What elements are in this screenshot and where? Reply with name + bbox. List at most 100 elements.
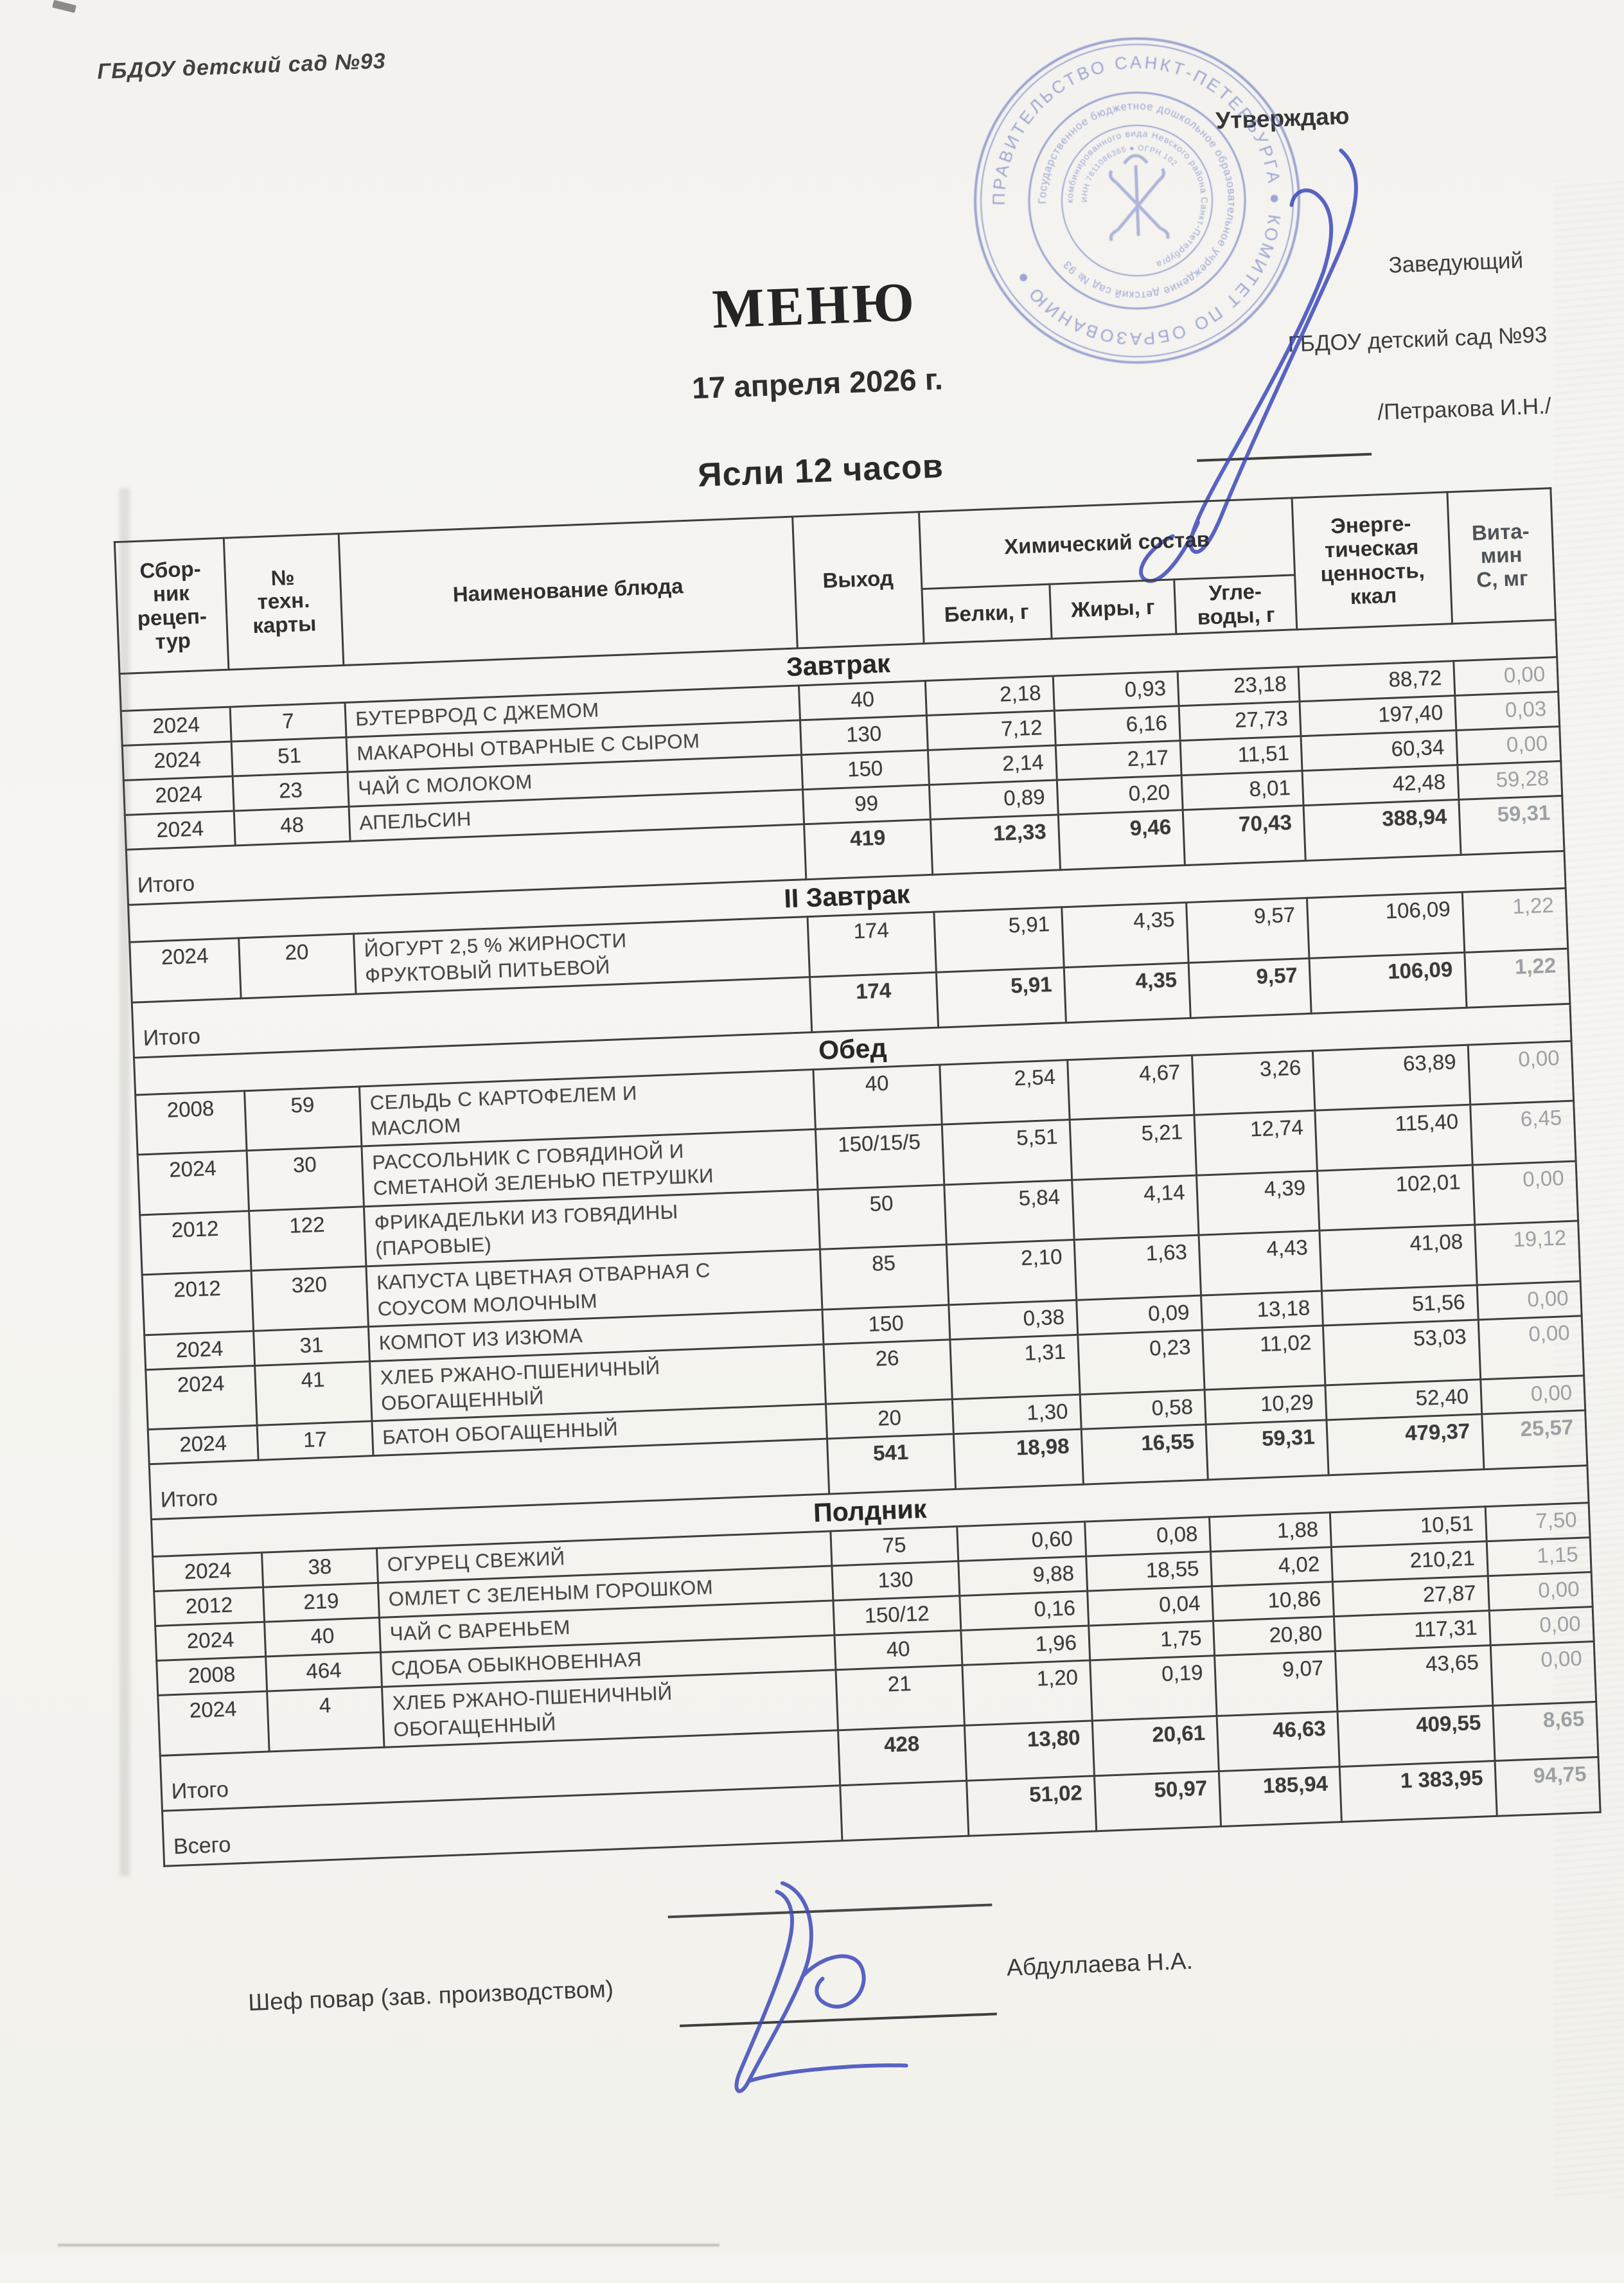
cell-kcal: 42,48 <box>1302 765 1459 806</box>
cell-carbs: 70,43 <box>1183 805 1306 866</box>
cell-fat: 9,46 <box>1058 810 1185 870</box>
cell-protein: 7,12 <box>926 710 1056 751</box>
cell-tech-card: 464 <box>265 1652 382 1692</box>
cell-recipe-book: 2024 <box>155 1622 266 1661</box>
cell-fat: 2,17 <box>1055 740 1182 780</box>
cell-tech-card: 7 <box>230 702 346 742</box>
cell-tech-card: 31 <box>253 1326 370 1366</box>
cell-fat: 0,58 <box>1079 1390 1206 1430</box>
cell-protein: 0,16 <box>959 1591 1089 1631</box>
cell-fat: 4,14 <box>1072 1175 1199 1240</box>
header-tech-card: № техн. карты <box>224 533 344 670</box>
cell-protein: 2,14 <box>928 745 1057 785</box>
cell-tech-card: 48 <box>234 806 351 846</box>
cell-recipe-book: 2008 <box>135 1090 247 1155</box>
cell-kcal: 106,09 <box>1309 952 1467 1013</box>
cell-tech-card: 4 <box>267 1687 384 1752</box>
cell-tech-card: 41 <box>254 1361 372 1426</box>
cell-output: 130 <box>800 715 928 755</box>
cell-carbs: 12,74 <box>1194 1110 1318 1175</box>
cell-protein: 0,38 <box>948 1300 1078 1340</box>
director-signature-icon <box>1139 148 1358 583</box>
official-stamp-icon: ПРАВИТЕЛЬСТВО САНКТ-ПЕТЕРБУРГА ● КОМИТЕТ… <box>974 37 1301 364</box>
cell-kcal: 88,72 <box>1298 661 1455 702</box>
cell-protein: 5,51 <box>941 1119 1072 1185</box>
cell-fat: 50,97 <box>1094 1771 1221 1831</box>
cell-carbs: 9,57 <box>1186 898 1310 963</box>
cell-protein: 12,33 <box>930 814 1061 875</box>
cell-carbs: 4,02 <box>1210 1547 1333 1587</box>
cell-recipe-book: 2024 <box>145 1365 258 1430</box>
cell-carbs: 27,73 <box>1179 701 1302 741</box>
cell-output: 20 <box>825 1399 954 1439</box>
header-vitamin-c: Вита- мин С, мг <box>1447 488 1556 624</box>
cell-tech-card: 320 <box>251 1266 369 1331</box>
cell-kcal: 210,21 <box>1331 1541 1488 1583</box>
cell-output: 85 <box>820 1245 949 1310</box>
cell-tech-card: 20 <box>238 934 356 999</box>
cell-output: 428 <box>838 1725 967 1786</box>
cell-recipe-book: 2024 <box>123 776 234 815</box>
cell-carbs: 10,29 <box>1205 1385 1327 1425</box>
cell-kcal: 41,08 <box>1320 1225 1478 1291</box>
cell-vitamin-c: 0,00 <box>1456 726 1561 765</box>
cell-kcal: 106,09 <box>1307 892 1465 958</box>
cell-output: 130 <box>831 1561 960 1601</box>
cell-carbs: 9,57 <box>1188 957 1312 1018</box>
header-dish-name: Наименование блюда <box>339 517 798 666</box>
cell-vitamin-c: 59,31 <box>1458 795 1564 855</box>
cell-fat: 1,75 <box>1088 1621 1215 1661</box>
cell-tech-card: 38 <box>261 1548 378 1588</box>
cell-tech-card: 40 <box>264 1617 381 1657</box>
cell-output: 419 <box>804 819 933 880</box>
cell-fat: 6,16 <box>1054 706 1181 745</box>
menu-table-body: Завтрак 2024 7 БУТЕРВРОД С ДЖЕМОМ 40 2,18 0,93… <box>119 619 1601 1867</box>
cell-protein: 2,54 <box>939 1060 1070 1125</box>
cell-kcal: 63,89 <box>1312 1044 1470 1111</box>
cell-protein: 2,18 <box>925 675 1055 716</box>
header-carbs: Угле- воды, г <box>1174 574 1298 634</box>
cell-carbs: 4,39 <box>1196 1170 1320 1236</box>
cell-fat: 4,67 <box>1067 1054 1195 1120</box>
cell-recipe-book: 2012 <box>139 1211 252 1275</box>
cell-tech-card: 122 <box>249 1206 366 1271</box>
cell-output: 26 <box>823 1339 953 1405</box>
cell-carbs: 46,63 <box>1217 1711 1340 1772</box>
menu-table: Сбор- ник рецеп- тур № техн. карты Наиме… <box>114 487 1602 1867</box>
cell-protein: 18,98 <box>953 1429 1084 1490</box>
header-chemical-composition: Химический состав <box>919 497 1295 589</box>
cell-kcal: 10,51 <box>1330 1507 1487 1548</box>
cell-fat: 0,20 <box>1057 775 1183 815</box>
cell-recipe-book: 2024 <box>152 1552 263 1592</box>
cell-carbs: 11,51 <box>1180 736 1303 776</box>
cell-protein: 13,80 <box>964 1720 1095 1781</box>
cell-vitamin-c: 59,28 <box>1457 761 1562 800</box>
cell-recipe-book: 2024 <box>125 810 236 850</box>
cell-kcal: 60,34 <box>1301 730 1458 771</box>
cell-output: 150/12 <box>833 1595 961 1636</box>
cell-protein: 1,96 <box>960 1626 1090 1666</box>
scan-noise-artifact <box>1553 180 1624 2198</box>
cell-recipe-book: 2024 <box>144 1331 255 1370</box>
cell-fat: 18,55 <box>1086 1552 1212 1592</box>
cell-kcal: 53,03 <box>1323 1319 1481 1386</box>
cell-kcal: 409,55 <box>1337 1705 1495 1767</box>
cell-recipe-book: 2008 <box>156 1657 267 1696</box>
header-energy: Энерге- тическая ценность, ккал <box>1292 492 1452 630</box>
cell-output <box>840 1781 969 1841</box>
cell-fat: 20,61 <box>1092 1716 1219 1776</box>
cell-fat: 0,09 <box>1076 1295 1203 1335</box>
cell-carbs: 10,86 <box>1212 1582 1334 1622</box>
cell-protein: 1,31 <box>949 1335 1080 1400</box>
cell-fat: 0,04 <box>1087 1586 1214 1626</box>
header-protein: Белки, г <box>921 584 1052 644</box>
cell-protein: 9,88 <box>958 1556 1088 1596</box>
cell-protein: 2,10 <box>946 1239 1077 1305</box>
cell-recipe-book: 2024 <box>137 1150 249 1215</box>
cell-tech-card: 59 <box>244 1086 362 1151</box>
cell-output: 150 <box>801 750 930 790</box>
cell-output: 541 <box>827 1434 956 1495</box>
cell-carbs: 23,18 <box>1178 666 1300 706</box>
stamp-emblem-icon <box>1109 154 1170 242</box>
